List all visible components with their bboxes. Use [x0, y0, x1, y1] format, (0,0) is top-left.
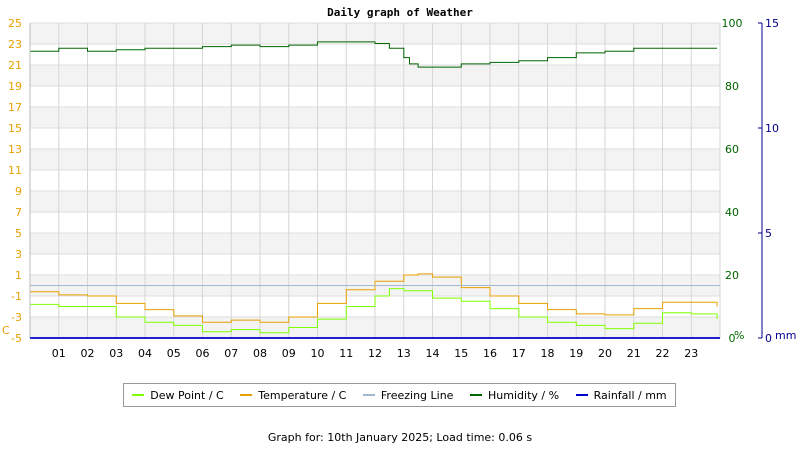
temp-tick-label: -1	[11, 290, 22, 303]
x-tick-label: 20	[598, 347, 612, 360]
x-tick-label: 10	[311, 347, 325, 360]
x-tick-label: 06	[196, 347, 210, 360]
temp-tick-label: 3	[15, 248, 22, 261]
x-tick-label: 13	[397, 347, 411, 360]
legend-item-rainfall: Rainfall / mm	[575, 388, 667, 402]
series-line-temperature-c	[30, 273, 718, 323]
x-tick-label: 15	[454, 347, 468, 360]
rain-tick-label: 10	[765, 122, 779, 135]
rain-axis-unit: mm	[775, 329, 796, 342]
rain-tick-label: 5	[765, 227, 772, 240]
legend-swatch-freezing-line	[362, 394, 375, 396]
footer-status: Graph for: 10th January 2025; Load time:…	[267, 431, 533, 444]
humidity-tick-label: 100	[722, 17, 743, 30]
rain-tick-label: 0	[765, 332, 772, 345]
x-tick-label: 01	[52, 347, 66, 360]
humidity-tick-label: 80	[725, 80, 739, 93]
humidity-tick-label: 0	[729, 332, 736, 345]
series-line-humidity	[30, 41, 718, 68]
humidity-tick-label: 20	[725, 269, 739, 282]
x-tick-label: 03	[109, 347, 123, 360]
legend-swatch-humidity	[470, 394, 483, 396]
x-tick-label: 21	[627, 347, 641, 360]
legend-swatch-rainfall	[575, 394, 588, 396]
x-tick-label: 16	[483, 347, 497, 360]
humidity-axis-unit: %	[734, 329, 744, 342]
x-tick-label: 22	[656, 347, 670, 360]
temp-tick-label: 23	[8, 38, 22, 51]
temp-tick-label: 11	[8, 164, 22, 177]
x-tick-label: 14	[426, 347, 440, 360]
legend-label-temperature: Temperature / C	[258, 388, 347, 402]
humidity-tick-label: 40	[725, 206, 739, 219]
legend-label-rainfall: Rainfall / mm	[593, 388, 667, 402]
legend-label-dew-point: Dew Point / C	[150, 388, 224, 402]
x-tick-label: 05	[167, 347, 181, 360]
legend-item-dew-point: Dew Point / C	[132, 388, 224, 402]
chart-legend: Dew Point / C Temperature / C Freezing L…	[123, 383, 676, 407]
series-line-dew-point-c	[30, 288, 718, 334]
x-tick-label: 02	[81, 347, 95, 360]
legend-swatch-temperature	[240, 394, 253, 396]
x-tick-label: 12	[368, 347, 382, 360]
humidity-tick-label: 60	[725, 143, 739, 156]
temp-tick-label: 13	[8, 143, 22, 156]
x-tick-label: 23	[684, 347, 698, 360]
rain-tick-label: 15	[765, 17, 779, 30]
x-tick-label: 08	[253, 347, 267, 360]
temp-tick-label: 19	[8, 80, 22, 93]
temp-tick-label: 15	[8, 122, 22, 135]
legend-label-humidity: Humidity / %	[488, 388, 560, 402]
x-tick-label: 07	[224, 347, 238, 360]
legend-label-freezing-line: Freezing Line	[380, 388, 454, 402]
x-tick-label: 04	[138, 347, 152, 360]
x-tick-label: 09	[282, 347, 296, 360]
legend-item-humidity: Humidity / %	[470, 389, 559, 402]
temp-tick-label: 17	[8, 101, 22, 114]
x-tick-label: 19	[569, 347, 583, 360]
temp-tick-label: -3	[11, 311, 22, 324]
weather-chart: 252321191715131197531-1-3-5C100806040200…	[2, 17, 796, 360]
temp-tick-label: 5	[15, 227, 22, 240]
temp-tick-label: 21	[8, 59, 22, 72]
legend-item-freezing-line: Freezing Line	[362, 388, 454, 402]
temp-tick-label: -5	[11, 332, 22, 345]
x-tick-label: 11	[339, 347, 353, 360]
temp-tick-label: 9	[15, 185, 22, 198]
x-tick-label: 18	[541, 347, 555, 360]
chart-title: Daily graph of Weather	[327, 6, 473, 19]
temp-tick-label: 7	[15, 206, 22, 219]
temp-tick-label: 1	[15, 269, 22, 282]
legend-item-temperature: Temperature / C	[240, 389, 346, 402]
temp-axis-unit: C	[2, 324, 10, 337]
legend-swatch-dew-point	[132, 394, 145, 396]
temp-tick-label: 25	[8, 17, 22, 30]
x-tick-label: 17	[512, 347, 526, 360]
